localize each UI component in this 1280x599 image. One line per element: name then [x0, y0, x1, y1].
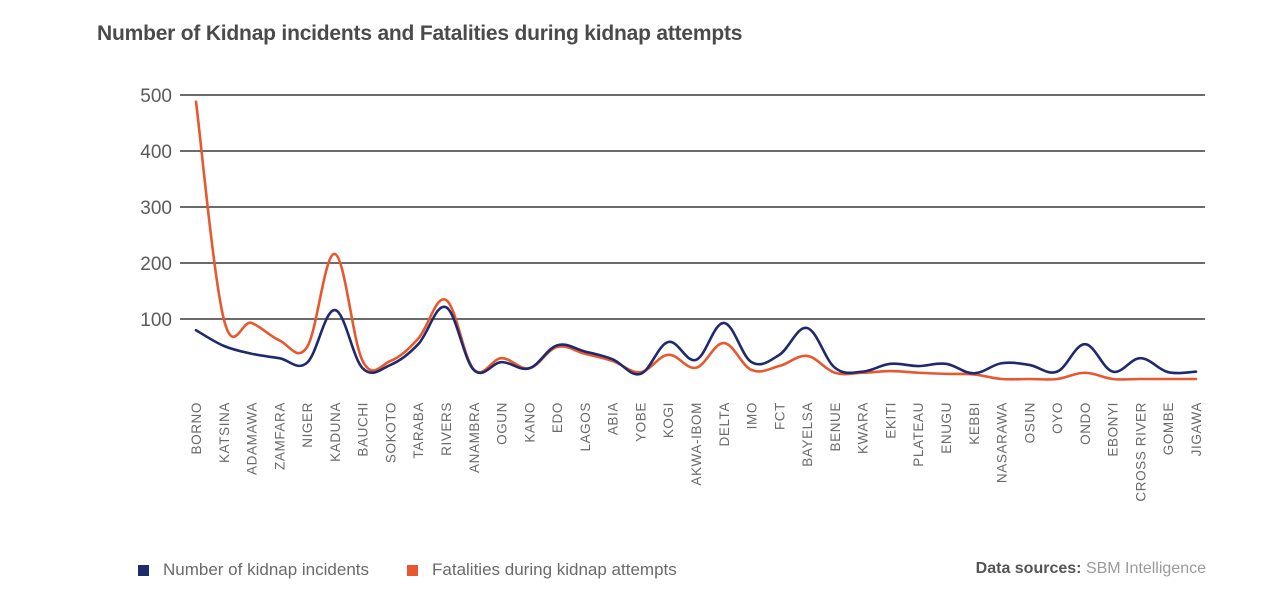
x-tick-label: BAUCHI	[356, 402, 371, 457]
x-tick-label: YOBE	[633, 402, 648, 442]
y-tick-label: 200	[140, 254, 172, 275]
x-tick-label: CROSS RIVER	[1133, 402, 1148, 502]
x-tick-label: PLATEAU	[911, 402, 926, 467]
x-tick-label: DELTA	[717, 402, 732, 447]
x-tick-label: LAGOS	[578, 402, 593, 452]
x-tick-label: ANAMBRA	[467, 402, 482, 473]
x-tick-label: KEBBI	[967, 402, 982, 445]
y-tick-label: 100	[140, 310, 172, 331]
x-tick-label: EKITI	[883, 402, 898, 439]
x-tick-label: ABIA	[606, 402, 621, 435]
series-lines	[194, 100, 1198, 381]
x-tick-label: ADAMAWA	[245, 402, 260, 475]
x-tick-label: IMO	[745, 402, 760, 429]
x-tick-label: ENUGU	[939, 402, 954, 454]
x-tick-label: NIGER	[300, 402, 315, 448]
x-tick-label: KOGI	[661, 402, 676, 438]
x-tick-label: GOMBE	[1161, 402, 1176, 455]
x-tick-label: KANO	[522, 402, 537, 443]
x-tick-label: BORNO	[189, 402, 204, 455]
y-tick-label: 400	[140, 142, 172, 163]
legend: Number of kidnap incidents Fatalities du…	[138, 560, 715, 580]
series-line-fatalities	[194, 100, 1198, 381]
x-tick-label: OSUN	[1022, 402, 1037, 443]
line-chart: 100 200 300 400 500 BORNO KATSINA ADAMAWA ZAMFA…	[140, 86, 1205, 502]
x-tick-label: NASARAWA	[995, 402, 1010, 483]
y-tick-label: 300	[140, 198, 172, 219]
x-tick-label: RIVERS	[439, 402, 454, 456]
x-tick-label: BAYELSA	[800, 402, 815, 467]
x-tick-label: FCT	[772, 402, 787, 430]
chart-title: Number of Kidnap incidents and Fatalitie…	[97, 22, 743, 45]
x-tick-label: EBONYI	[1106, 402, 1121, 457]
x-tick-label: ZAMFARA	[272, 402, 287, 470]
legend-label-incidents: Number of kidnap incidents	[163, 560, 370, 579]
x-tick-label: ONDO	[1078, 402, 1093, 445]
x-tick-label: OGUN	[495, 402, 510, 445]
x-tick-label: KADUNA	[328, 402, 343, 462]
legend-swatch-incidents	[138, 564, 149, 576]
x-tick-label: BENUE	[828, 402, 843, 452]
legend-item-incidents: Number of kidnap incidents	[138, 560, 369, 580]
gridlines	[180, 94, 1205, 320]
x-tick-label: KATSINA	[217, 402, 232, 463]
legend-label-fatalities: Fatalities during kidnap attempts	[432, 560, 677, 579]
x-tick-label: OYO	[1050, 402, 1065, 434]
data-source-label: Data sources:	[975, 560, 1082, 577]
series-line-incidents	[194, 305, 1198, 376]
y-axis-ticks: 100 200 300 400 500	[140, 86, 172, 331]
data-source: Data sources: SBM Intelligence	[976, 560, 1206, 578]
legend-item-fatalities: Fatalities during kidnap attempts	[407, 560, 677, 580]
data-source-value: SBM Intelligence	[1085, 560, 1206, 577]
x-tick-label: TARABA	[411, 402, 426, 459]
x-tick-label: SOKOTO	[383, 402, 398, 463]
x-tick-label: KWARA	[856, 402, 871, 454]
x-axis-ticks: BORNO KATSINA ADAMAWA ZAMFARA NIGER KADUNA BAU…	[189, 402, 1204, 502]
legend-swatch-fatalities	[407, 564, 419, 576]
y-tick-label: 500	[140, 86, 172, 107]
x-tick-label: EDO	[550, 402, 565, 433]
x-tick-label: AKWA-IBOM	[689, 402, 704, 486]
x-tick-label: JIGAWA	[1189, 402, 1204, 456]
